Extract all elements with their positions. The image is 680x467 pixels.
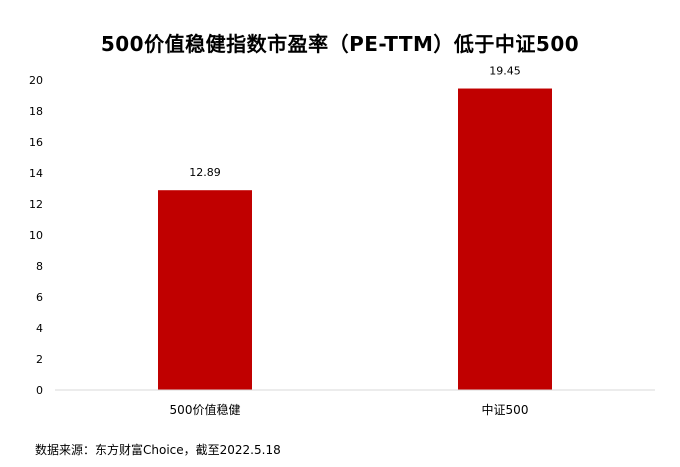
x-axis: 500价值稳健 中证500 <box>55 389 655 417</box>
data-label: 12.89 <box>189 166 221 179</box>
y-tick-label: 2 <box>36 353 43 366</box>
data-label: 19.45 <box>489 65 521 78</box>
x-tick-label: 中证500 <box>482 402 529 417</box>
bar <box>158 190 252 390</box>
y-tick-label: 18 <box>29 105 43 118</box>
y-axis: 0 2 4 6 8 10 12 14 16 18 20 <box>29 74 43 397</box>
y-tick-label: 12 <box>29 198 43 211</box>
bar <box>458 88 552 391</box>
x-tick-label: 500价值稳健 <box>170 402 241 417</box>
y-tick-label: 4 <box>36 322 43 335</box>
y-tick-label: 14 <box>29 167 43 180</box>
source-note: 数据来源：东方财富Choice，截至2022.5.18 <box>35 443 281 457</box>
bars: 12.89 19.45 <box>158 65 552 391</box>
y-tick-label: 10 <box>29 229 43 242</box>
y-tick-label: 8 <box>36 260 43 273</box>
y-tick-label: 0 <box>36 384 43 397</box>
y-tick-label: 6 <box>36 291 43 304</box>
chart-title: 500价值稳健指数市盈率（PE-TTM）低于中证500 <box>100 32 580 56</box>
y-tick-label: 16 <box>29 136 43 149</box>
y-tick-label: 20 <box>29 74 43 87</box>
